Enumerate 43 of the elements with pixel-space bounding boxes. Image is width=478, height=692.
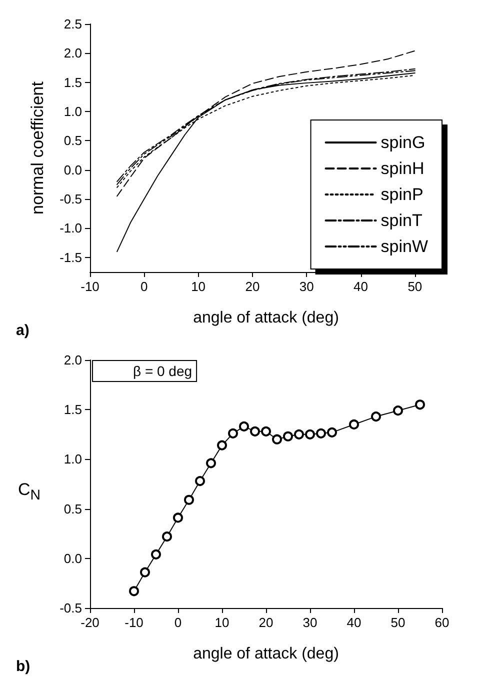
legend-label: spinP	[380, 185, 424, 204]
legend-label: spinW	[380, 237, 428, 256]
y-tick-label: 1.0	[64, 104, 82, 120]
x-tick-label: -10	[124, 615, 144, 630]
x-tick-label: 30	[299, 279, 314, 294]
y-tick-label: 1.0	[64, 452, 82, 467]
y-axis-title: normal coefficient	[28, 81, 47, 214]
x-tick-label: 30	[302, 615, 318, 630]
y-tick-label: 2.0	[64, 352, 82, 368]
x-tick-label: 40	[346, 615, 362, 630]
y-tick-label: 2.0	[64, 46, 82, 61]
x-tick-label: 60	[434, 615, 450, 630]
x-tick-label: 10	[214, 615, 230, 630]
legend-label: spinG	[380, 133, 426, 152]
y-tick-label: -1.0	[60, 220, 82, 236]
y-tick-label: 0.0	[64, 550, 82, 566]
y-tick-label: 0.5	[64, 501, 82, 516]
y-axis-title: C$_{N}$	[18, 480, 41, 504]
x-tick-label: 50	[390, 615, 406, 630]
x-tick-label: 10	[191, 279, 206, 294]
x-axis-title: angle of attack (deg)	[193, 310, 339, 326]
y-tick-label: 2.5	[64, 16, 82, 32]
y-tick-label: -0.5	[60, 192, 82, 207]
legend-label: spinH	[380, 159, 424, 178]
x-tick-label: -10	[80, 279, 100, 294]
text: a)	[16, 322, 30, 339]
x-tick-label: 20	[258, 615, 274, 630]
x-tick-label: 40	[354, 279, 368, 294]
x-tick-label: -20	[80, 615, 100, 630]
x-tick-label: 0	[174, 615, 182, 630]
y-tick-label: -0.5	[60, 600, 82, 616]
y-tick-label: 1.5	[64, 74, 82, 90]
annotation: β = 0 deg	[133, 363, 192, 379]
x-tick-label: 20	[245, 279, 260, 294]
y-tick-label: 1.5	[64, 402, 82, 418]
x-tick-label: 50	[408, 279, 422, 294]
y-tick-label: 0.0	[64, 162, 82, 178]
x-axis-title: angle of attack (deg)	[193, 646, 339, 662]
legend-label: spinT	[380, 211, 422, 230]
x-tick-label: 0	[140, 279, 148, 294]
text: b)	[16, 658, 30, 675]
y-tick-label: -1.5	[60, 250, 82, 265]
y-tick-label: 0.5	[64, 133, 82, 148]
